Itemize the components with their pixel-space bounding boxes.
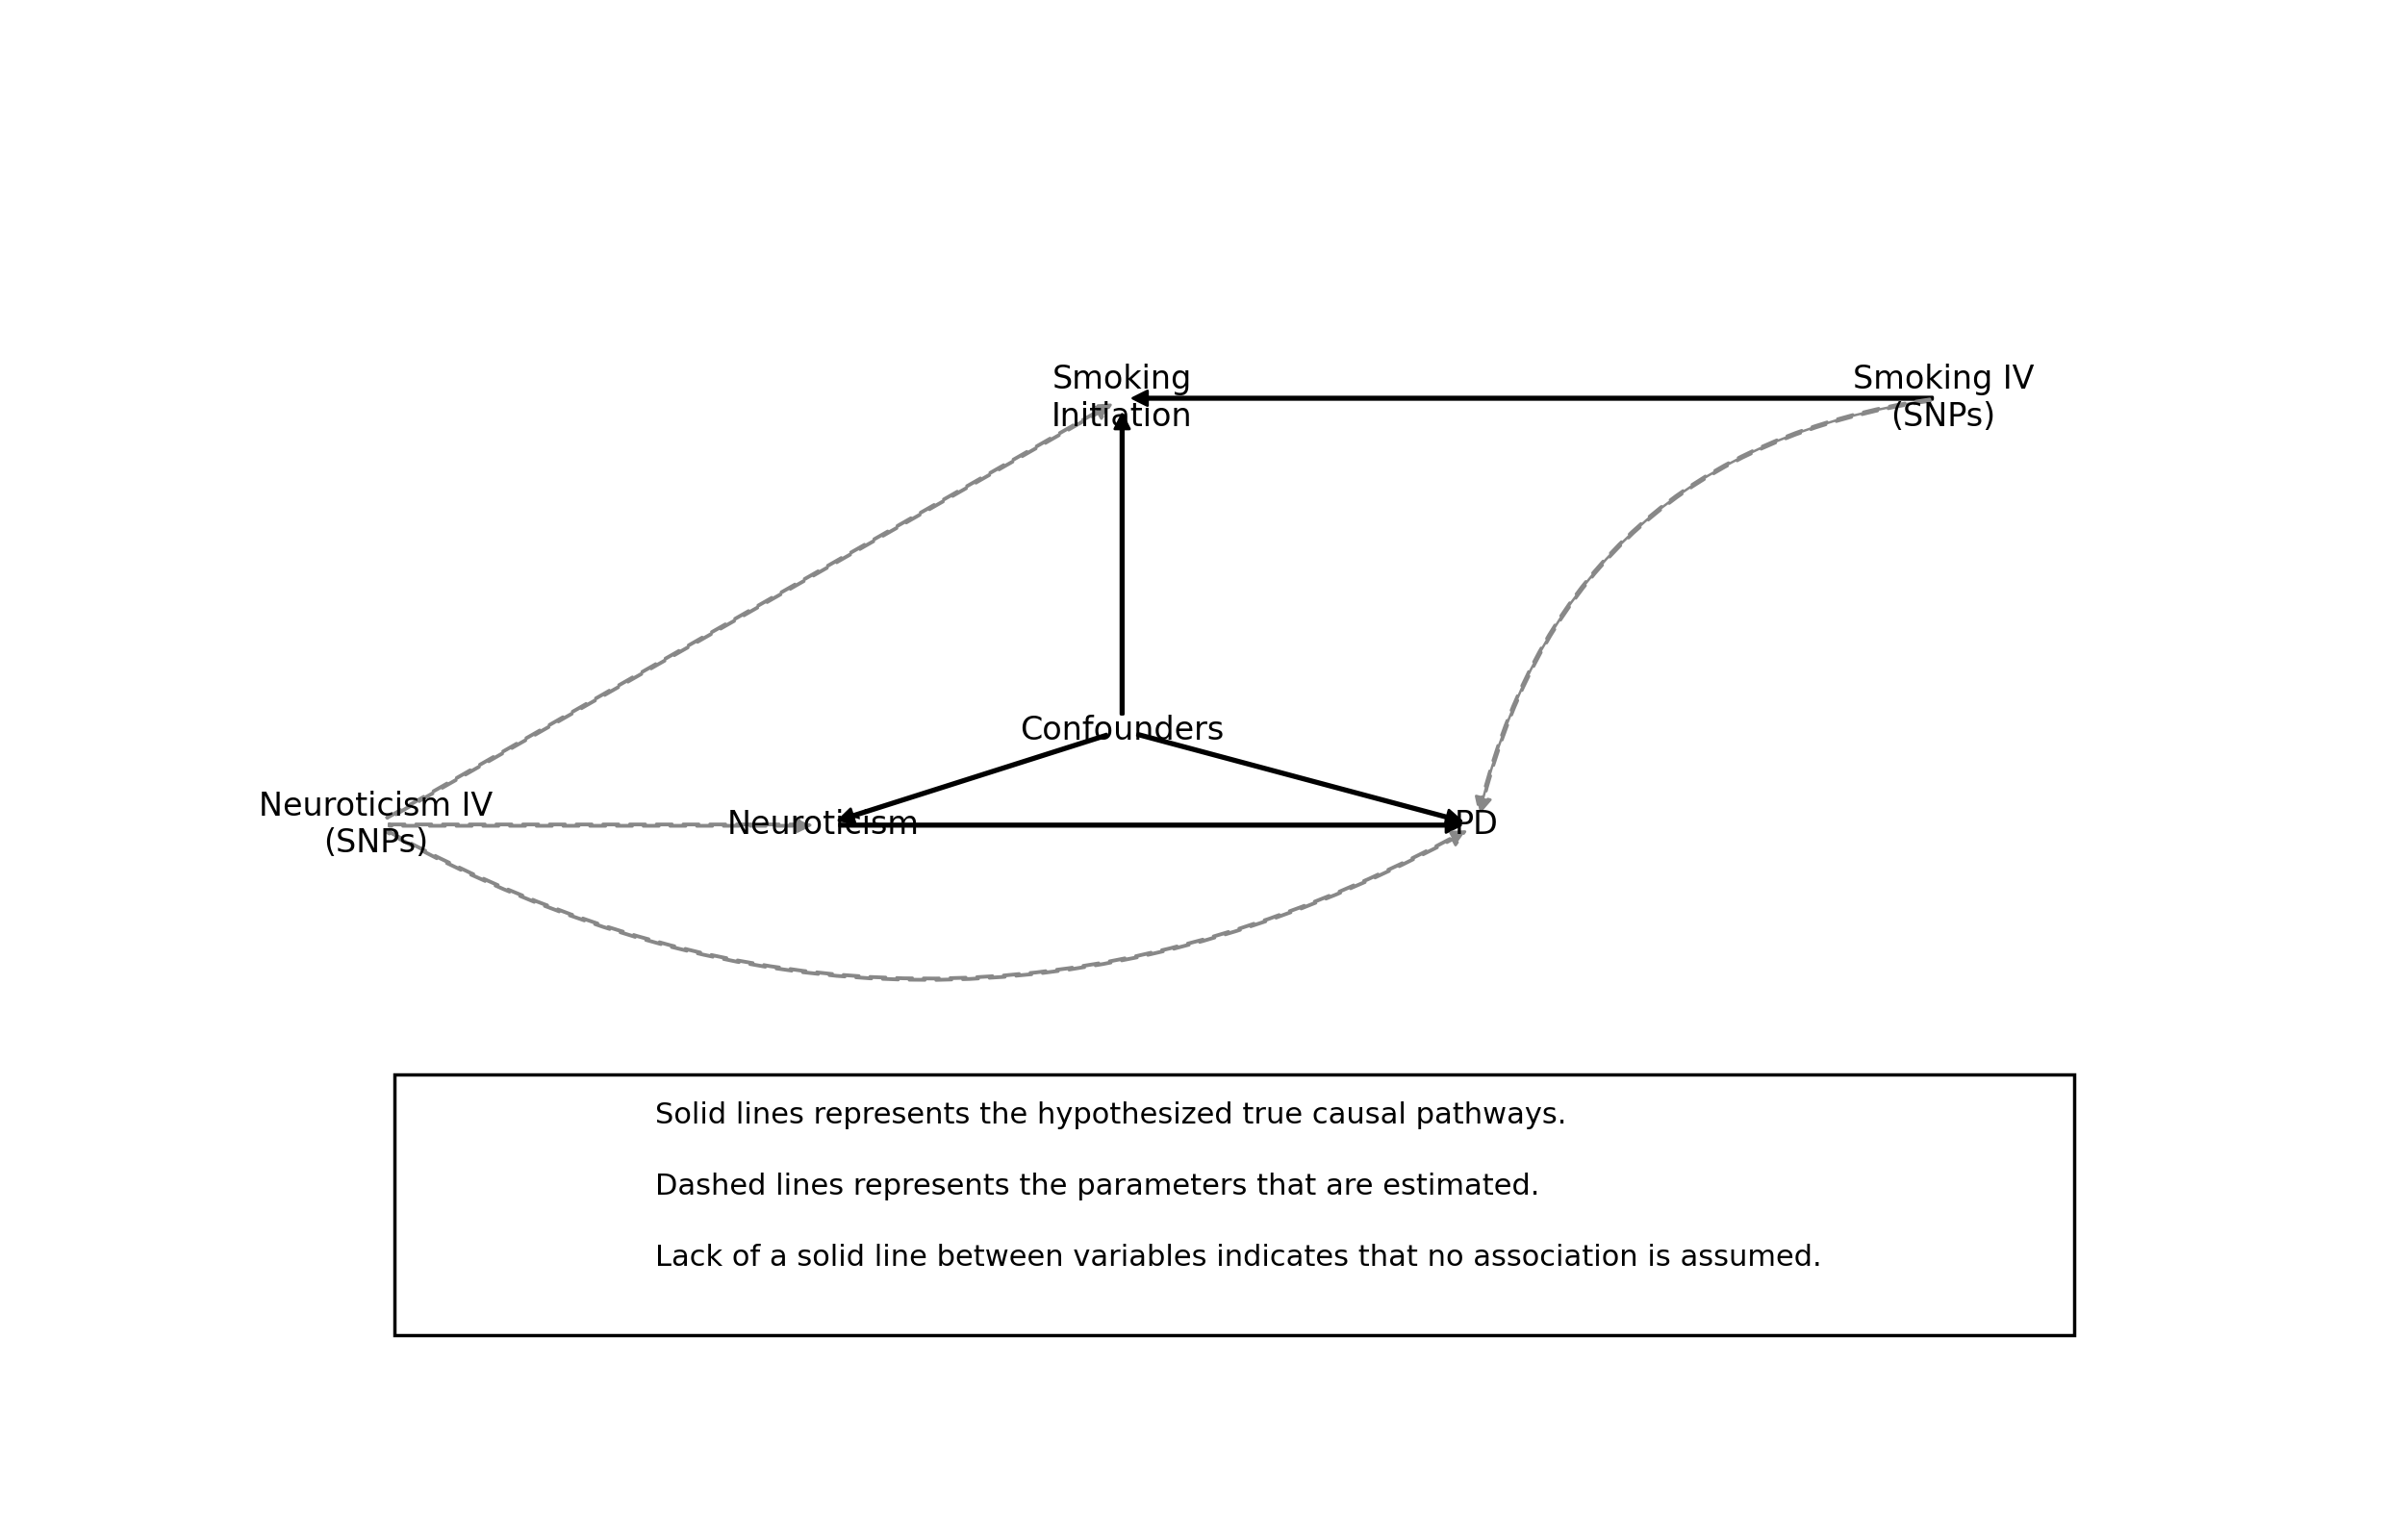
Text: Dashed lines represents the parameters that are estimated.: Dashed lines represents the parameters t… <box>655 1173 1541 1201</box>
Text: PD: PD <box>1454 808 1498 841</box>
FancyArrowPatch shape <box>390 818 809 833</box>
Text: Solid lines represents the hypothesized true causal pathways.: Solid lines represents the hypothesized … <box>655 1101 1568 1130</box>
FancyArrowPatch shape <box>1137 733 1462 824</box>
FancyArrowPatch shape <box>1132 391 1934 405</box>
FancyArrowPatch shape <box>388 830 1464 981</box>
FancyArrowPatch shape <box>838 735 1108 822</box>
Text: Smoking
Initiation: Smoking Initiation <box>1052 363 1192 433</box>
Text: Neuroticism: Neuroticism <box>727 808 920 841</box>
FancyArrowPatch shape <box>450 1180 619 1194</box>
FancyArrowPatch shape <box>450 1109 619 1123</box>
FancyArrowPatch shape <box>388 405 1110 819</box>
Text: Lack of a solid line between variables indicates that no association is assumed.: Lack of a solid line between variables i… <box>655 1244 1823 1272</box>
FancyArrowPatch shape <box>840 818 1462 833</box>
Text: Neuroticism IV
(SNPs): Neuroticism IV (SNPs) <box>258 792 494 859</box>
Text: Confounders: Confounders <box>1021 715 1223 747</box>
FancyArrowPatch shape <box>1476 399 1931 812</box>
Text: Smoking IV
(SNPs): Smoking IV (SNPs) <box>1852 363 2035 433</box>
FancyArrowPatch shape <box>1115 414 1129 715</box>
FancyBboxPatch shape <box>395 1075 2073 1335</box>
